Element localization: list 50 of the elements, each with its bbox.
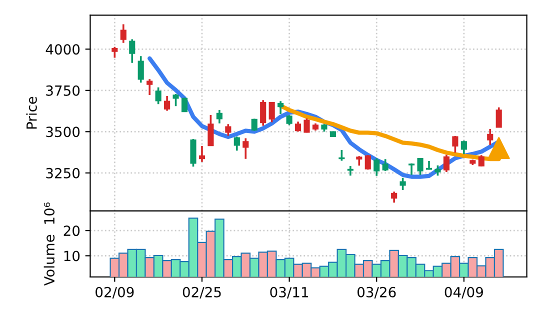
y-tick-label: 4000 (46, 44, 80, 55)
y-tick-label: 3250 (46, 168, 80, 178)
candlestick (487, 128, 494, 146)
y-tick-label: 20 (64, 226, 80, 236)
x-tick-label: 03/26 (358, 286, 396, 298)
candlestick (129, 38, 136, 64)
candlestick (496, 106, 502, 128)
candlestick (172, 93, 179, 107)
candlestick (112, 46, 118, 59)
candlestick (478, 154, 484, 168)
candlestick (120, 23, 126, 44)
candlestick (452, 135, 458, 154)
candlestick (198, 145, 206, 163)
candlestick (216, 109, 222, 124)
candlestick (251, 118, 258, 132)
candlestick (234, 136, 240, 152)
candlestick (155, 86, 162, 106)
candlestick (460, 140, 467, 156)
x-tick-label: 03/11 (270, 286, 308, 298)
candlestick (443, 154, 450, 173)
candlestick (400, 176, 406, 191)
y-tick-label: 10 (64, 250, 80, 262)
candlestick (286, 114, 292, 126)
y-axis-title: Volume 10⁶ (44, 202, 55, 286)
candlestick (190, 138, 196, 168)
candlestick (146, 78, 153, 96)
y-tick-label: 3500 (46, 126, 80, 138)
candlestick (164, 95, 170, 112)
candlestick (294, 120, 302, 133)
candlestick (242, 137, 249, 160)
candlestick (208, 114, 214, 147)
candlestick (268, 102, 275, 124)
candlestick (417, 157, 424, 176)
candlestick (181, 96, 188, 113)
candlestick (374, 157, 380, 177)
x-tick-label: 02/25 (182, 286, 221, 298)
candlestick (260, 99, 266, 127)
candlestick (304, 118, 310, 134)
candlestick (364, 154, 371, 171)
candlestick (434, 164, 441, 176)
y-axis-title: Price (26, 96, 37, 129)
candlestick (391, 190, 398, 204)
y-tick-label: 3750 (46, 85, 80, 96)
candlestick (356, 155, 362, 167)
candlestick (225, 123, 232, 137)
candlestick (382, 158, 388, 172)
candlestick (138, 55, 144, 84)
x-tick-label: 02/09 (96, 286, 134, 298)
x-tick-label: 04/09 (444, 286, 483, 298)
candlestick (278, 100, 284, 115)
